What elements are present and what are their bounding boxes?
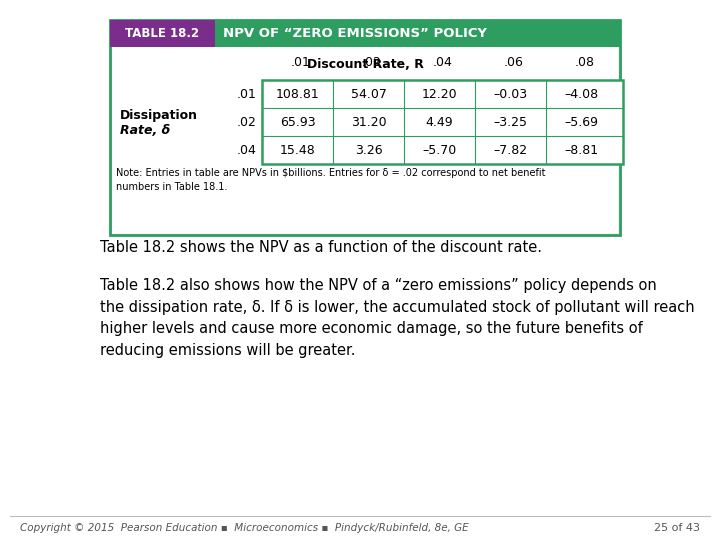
Text: .02: .02 xyxy=(361,56,382,69)
FancyBboxPatch shape xyxy=(112,47,618,233)
Text: .04: .04 xyxy=(433,56,452,69)
Text: 65.93: 65.93 xyxy=(279,116,315,129)
Text: .01: .01 xyxy=(237,87,257,100)
FancyBboxPatch shape xyxy=(110,20,620,235)
Text: 25 of 43: 25 of 43 xyxy=(654,523,700,533)
FancyBboxPatch shape xyxy=(110,20,215,47)
Text: 3.26: 3.26 xyxy=(355,144,382,157)
Text: .08: .08 xyxy=(575,56,595,69)
Text: .02: .02 xyxy=(237,116,257,129)
Text: Dissipation: Dissipation xyxy=(120,109,198,122)
Text: Table 18.2 also shows how the NPV of a “zero emissions” policy depends on
the di: Table 18.2 also shows how the NPV of a “… xyxy=(100,278,695,358)
Text: Table 18.2 shows the NPV as a function of the discount rate.: Table 18.2 shows the NPV as a function o… xyxy=(100,240,542,255)
Text: Discount Rate, R: Discount Rate, R xyxy=(307,58,423,71)
Text: NPV OF “ZERO EMISSIONS” POLICY: NPV OF “ZERO EMISSIONS” POLICY xyxy=(223,27,487,40)
Text: Note: Entries in table are NPVs in $billions. Entries for δ = .02 correspond to : Note: Entries in table are NPVs in $bill… xyxy=(116,168,546,192)
Text: 15.48: 15.48 xyxy=(279,144,315,157)
Text: Rate, δ: Rate, δ xyxy=(120,125,170,138)
Text: –3.25: –3.25 xyxy=(493,116,528,129)
Text: 54.07: 54.07 xyxy=(351,87,387,100)
Text: Copyright © 2015  Pearson Education ▪  Microeconomics ▪  Pindyck/Rubinfeld, 8e, : Copyright © 2015 Pearson Education ▪ Mic… xyxy=(20,523,469,533)
FancyBboxPatch shape xyxy=(262,80,623,164)
Text: 12.20: 12.20 xyxy=(422,87,457,100)
Text: TABLE 18.2: TABLE 18.2 xyxy=(125,27,199,40)
Text: –5.70: –5.70 xyxy=(423,144,456,157)
Text: 4.49: 4.49 xyxy=(426,116,454,129)
FancyBboxPatch shape xyxy=(110,20,620,47)
Text: .06: .06 xyxy=(503,56,523,69)
Text: –7.82: –7.82 xyxy=(493,144,528,157)
Text: .04: .04 xyxy=(237,144,257,157)
Text: 108.81: 108.81 xyxy=(276,87,320,100)
Text: .01: .01 xyxy=(291,56,310,69)
Text: –8.81: –8.81 xyxy=(564,144,598,157)
Text: –5.69: –5.69 xyxy=(564,116,598,129)
Text: –4.08: –4.08 xyxy=(564,87,598,100)
Text: –0.03: –0.03 xyxy=(493,87,528,100)
Text: 31.20: 31.20 xyxy=(351,116,387,129)
